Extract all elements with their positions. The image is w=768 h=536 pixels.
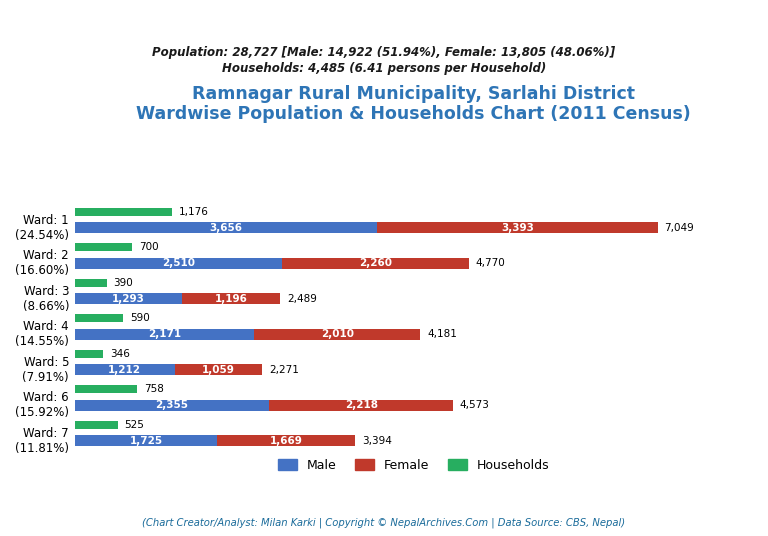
Text: 2,010: 2,010 — [321, 329, 354, 339]
Bar — [74, 385, 137, 393]
Bar — [74, 364, 175, 375]
Text: 1,725: 1,725 — [129, 436, 163, 446]
Text: 1,293: 1,293 — [111, 294, 144, 304]
Text: 525: 525 — [124, 420, 144, 430]
Text: 1,196: 1,196 — [214, 294, 247, 304]
Title: Ramnagar Rural Municipality, Sarlahi District
Wardwise Population & Households C: Ramnagar Rural Municipality, Sarlahi Dis… — [137, 85, 691, 123]
Text: 7,049: 7,049 — [664, 222, 694, 233]
Bar — [74, 421, 118, 429]
Bar — [377, 222, 657, 233]
Bar — [254, 329, 420, 340]
Text: 3,394: 3,394 — [362, 436, 392, 446]
Text: 4,573: 4,573 — [459, 400, 489, 410]
Text: 758: 758 — [144, 384, 164, 394]
Bar — [74, 435, 217, 446]
Bar — [74, 350, 103, 358]
Text: 2,171: 2,171 — [147, 329, 181, 339]
Text: 4,181: 4,181 — [427, 329, 457, 339]
Text: 1,176: 1,176 — [178, 207, 208, 217]
Text: 700: 700 — [139, 242, 159, 252]
Text: 4,770: 4,770 — [476, 258, 505, 268]
Text: 590: 590 — [130, 313, 150, 323]
Text: 2,218: 2,218 — [345, 400, 378, 410]
Bar — [74, 399, 270, 411]
Text: 2,271: 2,271 — [269, 364, 299, 375]
Bar — [181, 293, 280, 304]
Bar — [74, 243, 132, 251]
Bar — [74, 314, 124, 322]
Text: Households: 4,485 (6.41 persons per Household): Households: 4,485 (6.41 persons per Hous… — [222, 62, 546, 75]
Text: 2,260: 2,260 — [359, 258, 392, 268]
Bar — [74, 293, 181, 304]
Text: 1,059: 1,059 — [202, 364, 235, 375]
Text: 390: 390 — [114, 278, 133, 288]
Bar — [74, 208, 172, 215]
Bar — [270, 399, 453, 411]
Legend: Male, Female, Households: Male, Female, Households — [273, 453, 554, 477]
Text: Population: 28,727 [Male: 14,922 (51.94%), Female: 13,805 (48.06%)]: Population: 28,727 [Male: 14,922 (51.94%… — [152, 46, 616, 58]
Bar — [74, 279, 107, 287]
Text: 346: 346 — [110, 349, 130, 359]
Bar — [74, 257, 282, 269]
Text: 1,669: 1,669 — [270, 436, 303, 446]
Bar — [175, 364, 263, 375]
Text: 2,510: 2,510 — [162, 258, 195, 268]
Text: 1,212: 1,212 — [108, 364, 141, 375]
Text: (Chart Creator/Analyst: Milan Karki | Copyright © NepalArchives.Com | Data Sourc: (Chart Creator/Analyst: Milan Karki | Co… — [142, 517, 626, 528]
Text: 2,355: 2,355 — [155, 400, 188, 410]
Text: 3,656: 3,656 — [210, 222, 242, 233]
Bar — [282, 257, 469, 269]
Bar — [74, 222, 377, 233]
Bar — [217, 435, 356, 446]
Bar — [74, 329, 254, 340]
Text: 3,393: 3,393 — [501, 222, 534, 233]
Text: 2,489: 2,489 — [287, 294, 317, 304]
